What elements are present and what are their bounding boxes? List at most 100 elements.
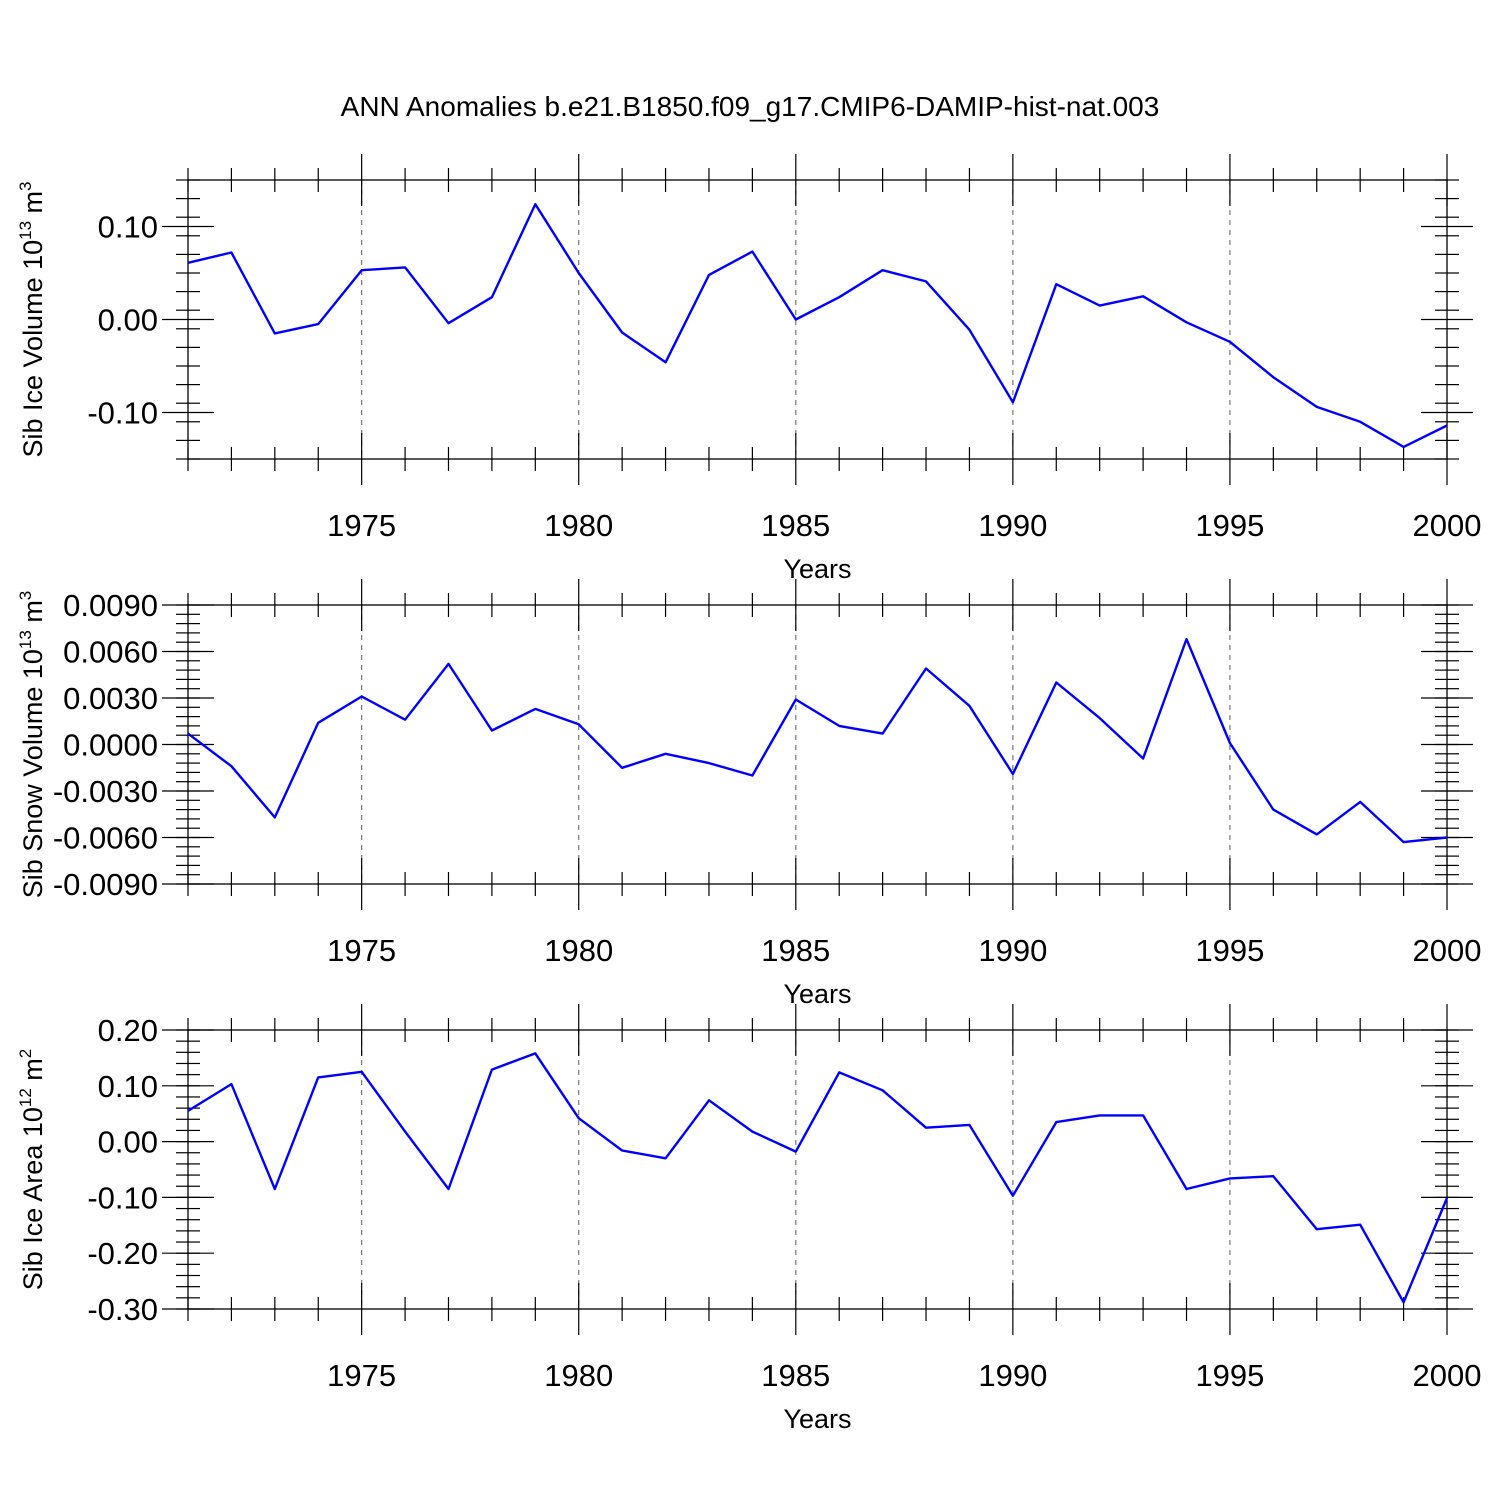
data-point-1987 [881,732,885,736]
y-tick-label: -0.30 [87,1292,158,1327]
plot-frame [187,1029,1448,1310]
data-point-1993 [1141,294,1145,298]
data-point-1999 [1402,840,1406,844]
y-axis-title: Sib Snow Volume 1013 m3 [16,591,48,899]
data-point-1996 [1271,375,1275,379]
y-tick-label: -0.0030 [53,774,158,809]
data-point-1982 [664,752,668,756]
data-point-1980 [577,271,581,275]
x-axis-title: Years [783,979,851,1009]
data-point-1980 [577,722,581,726]
data-point-1985 [794,1150,798,1154]
data-point-1982 [664,360,668,364]
data-point-1971 [186,1109,190,1113]
data-point-1983 [707,1098,711,1102]
data-point-1991 [1054,1120,1058,1124]
data-point-1979 [533,1051,537,1055]
data-point-1989 [967,1123,971,1127]
y-tick-label: -0.0060 [53,821,158,856]
data-point-1978 [490,1068,494,1072]
data-point-1981 [620,331,624,335]
data-point-1974 [316,721,320,725]
data-point-1999 [1402,1300,1406,1304]
y-tick-label: -0.10 [87,1180,158,1215]
x-tick-label: 1995 [1195,1358,1264,1393]
data-point-1986 [837,1070,841,1074]
data-point-1981 [620,766,624,770]
data-point-1975 [360,1070,364,1074]
y-axis-title: Sib Ice Area 1012 m2 [16,1049,48,1291]
y-tick-label: -0.20 [87,1236,158,1271]
data-point-2000 [1445,836,1449,840]
data-point-1994 [1185,1187,1189,1191]
series-line [187,202,1448,449]
x-axis-title: Years [783,554,851,584]
data-point-1998 [1358,420,1362,424]
x-tick-label: 1980 [544,508,613,543]
data-point-1991 [1054,282,1058,286]
data-point-1979 [533,707,537,711]
data-point-1999 [1402,445,1406,449]
data-point-1989 [967,704,971,708]
data-point-1997 [1315,1227,1319,1231]
data-point-1986 [837,724,841,728]
y-tick-label: 0.00 [98,303,158,338]
data-point-1998 [1358,800,1362,804]
x-tick-label: 2000 [1413,1358,1482,1393]
y-tick-label: 0.10 [98,210,158,245]
x-tick-label: 2000 [1413,933,1482,968]
data-point-1992 [1098,304,1102,308]
data-point-1998 [1358,1223,1362,1227]
data-point-1997 [1315,405,1319,409]
data-point-1972 [229,764,233,768]
data-point-1987 [881,1088,885,1092]
y-tick-label: 0.0090 [63,588,158,623]
data-point-1996 [1271,808,1275,812]
data-point-1977 [446,321,450,325]
data-point-1971 [186,261,190,265]
data-point-2000 [1445,1196,1449,1200]
data-point-1974 [316,1075,320,1079]
data-point-1976 [403,1130,407,1134]
panels: 1975 1980 1985 1990 1995 2000 Years 0.10 0.00 -0.… [16,154,1481,1434]
data-point-1995 [1228,741,1232,745]
data-point-1997 [1315,832,1319,836]
y-tick-label: 0.0030 [63,681,158,716]
data-point-1991 [1054,681,1058,685]
data-point-1982 [664,1156,668,1160]
x-tick-label: 1975 [327,508,396,543]
data-point-1975 [360,268,364,272]
data-point-1972 [229,1082,233,1086]
data-point-1990 [1011,772,1015,776]
series-line [187,1052,1449,1304]
x-tick-label: 1990 [978,1358,1047,1393]
chart-panel-3: 1975 1980 1985 1990 1995 2000 Years 0.20 0.10 0.0… [16,1004,1481,1434]
data-point-1979 [533,202,537,206]
x-tick-label: 1975 [327,933,396,968]
data-point-1976 [403,718,407,722]
figure-title: ANN Anomalies b.e21.B1850.f09_g17.CMIP6-… [341,91,1160,122]
x-tick-label: 1995 [1195,933,1264,968]
y-tick-label: 0.20 [98,1013,158,1048]
data-point-1977 [446,1187,450,1191]
data-point-1985 [794,318,798,322]
x-tick-label: 1990 [978,508,1047,543]
data-point-1995 [1228,340,1232,344]
data-point-1978 [490,729,494,733]
y-axis-title: Sib Ice Volume 1013 m3 [16,181,48,457]
data-point-1986 [837,295,841,299]
data-point-1973 [273,331,277,335]
data-point-1974 [316,322,320,326]
data-point-1988 [924,279,928,283]
data-point-1976 [403,265,407,269]
x-tick-label: 1985 [761,1358,830,1393]
data-point-1990 [1011,400,1015,404]
y-tick-label: -0.10 [87,396,158,431]
data-point-1989 [967,328,971,332]
x-tick-label: 1975 [327,1358,396,1393]
x-tick-label: 1995 [1195,508,1264,543]
data-point-1993 [1141,1113,1145,1117]
data-point-1973 [273,1187,277,1191]
